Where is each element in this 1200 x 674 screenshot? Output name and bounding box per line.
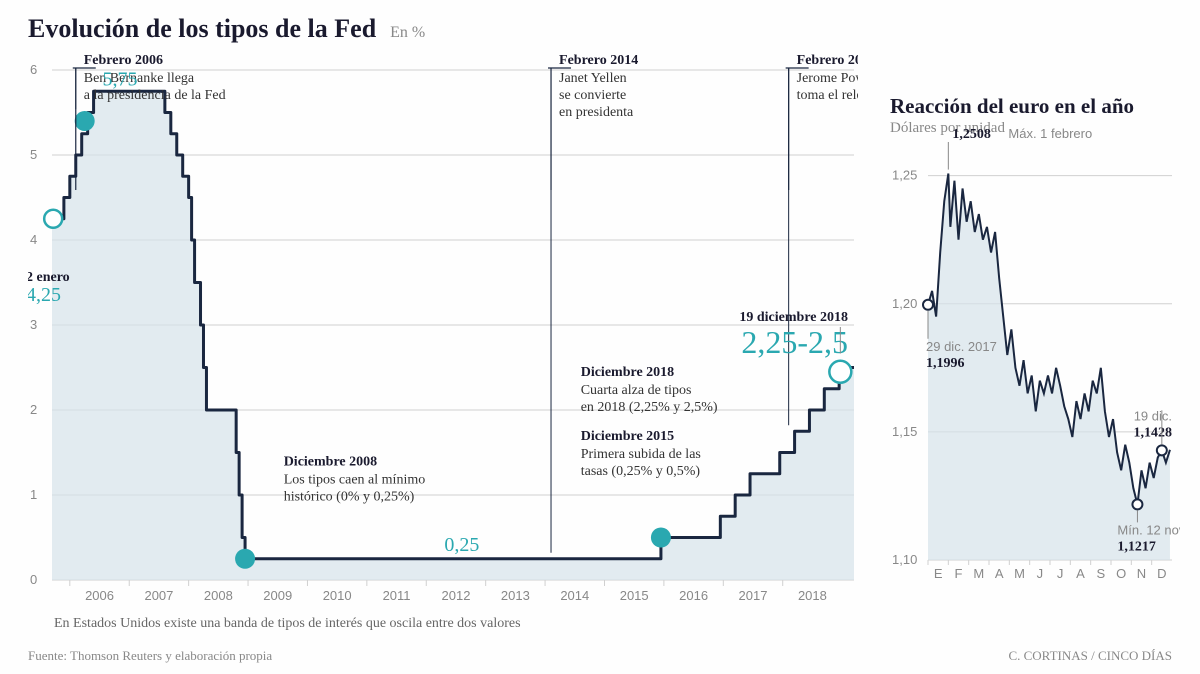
svg-text:2007: 2007 (144, 588, 173, 603)
svg-text:1,2508: 1,2508 (952, 127, 991, 142)
svg-text:2014: 2014 (560, 588, 589, 603)
svg-text:6: 6 (30, 62, 37, 77)
svg-text:Los tipos caen al mínimo: Los tipos caen al mínimo (284, 472, 426, 487)
svg-text:2017: 2017 (739, 588, 768, 603)
svg-text:Febrero 2014: Febrero 2014 (559, 53, 638, 68)
svg-text:5: 5 (30, 147, 37, 162)
svg-text:Mín. 12 nov.: Mín. 12 nov. (1117, 522, 1180, 537)
source-text: Fuente: Thomson Reuters y elaboración pr… (28, 648, 272, 664)
svg-text:1,1428: 1,1428 (1134, 425, 1173, 440)
svg-text:1,1996: 1,1996 (926, 356, 965, 371)
svg-text:S: S (1096, 566, 1105, 581)
svg-text:1: 1 (30, 487, 37, 502)
svg-text:Cuarta alza de tipos: Cuarta alza de tipos (581, 383, 692, 398)
svg-text:Primera subida de las: Primera subida de las (581, 447, 701, 462)
svg-text:O: O (1116, 566, 1126, 581)
svg-text:1,25: 1,25 (892, 168, 917, 183)
svg-text:5,75: 5,75 (102, 68, 137, 90)
svg-text:E: E (934, 566, 943, 581)
svg-text:M: M (1014, 566, 1025, 581)
svg-text:2013: 2013 (501, 588, 530, 603)
svg-text:4,25: 4,25 (28, 284, 61, 306)
fed-rates-chart: 0 1 2 3 4 5 6 2006 2007 2008 2009 2010 2011 2012 2013 2… (28, 50, 858, 610)
svg-text:J: J (1057, 566, 1064, 581)
svg-text:toma el relevo: toma el relevo (797, 88, 858, 103)
svg-text:Janet Yellen: Janet Yellen (559, 71, 627, 86)
footnote: En Estados Unidos existe una banda de ti… (54, 616, 521, 632)
page-title: Evolución de los tipos de la Fed (28, 14, 376, 43)
page-subtitle: En % (390, 24, 425, 41)
svg-text:D: D (1157, 566, 1166, 581)
svg-text:0: 0 (30, 572, 37, 587)
svg-text:3: 3 (30, 317, 37, 332)
svg-text:1,10: 1,10 (892, 552, 917, 567)
svg-text:2018: 2018 (798, 588, 827, 603)
svg-text:Ben Bernanke llega: Ben Bernanke llega (84, 71, 195, 86)
svg-text:2010: 2010 (323, 588, 352, 603)
svg-text:2009: 2009 (263, 588, 292, 603)
svg-text:2012: 2012 (442, 588, 471, 603)
svg-text:M: M (973, 566, 984, 581)
credit-text: C. CORTINAS / CINCO DÍAS (1008, 648, 1172, 664)
svg-text:2011: 2011 (383, 588, 411, 603)
svg-text:tasas (0,25% y 0,5%): tasas (0,25% y 0,5%) (581, 464, 701, 479)
svg-text:Febrero 2006: Febrero 2006 (84, 53, 163, 68)
svg-text:se convierte: se convierte (559, 88, 626, 103)
svg-text:0,25: 0,25 (444, 534, 479, 556)
svg-text:2008: 2008 (204, 588, 233, 603)
svg-text:Diciembre 2008: Diciembre 2008 (284, 454, 377, 469)
svg-text:1,15: 1,15 (892, 424, 917, 439)
svg-text:a la presidencia de la Fed: a la presidencia de la Fed (84, 88, 226, 103)
svg-text:2006: 2006 (85, 588, 114, 603)
svg-text:2: 2 (30, 402, 37, 417)
svg-text:2,25-2,5: 2,25-2,5 (741, 324, 848, 360)
svg-text:2016: 2016 (679, 588, 708, 603)
svg-text:A: A (1076, 566, 1085, 581)
svg-text:N: N (1137, 566, 1146, 581)
svg-text:histórico (0% y 0,25%): histórico (0% y 0,25%) (284, 489, 415, 504)
svg-text:A: A (995, 566, 1004, 581)
svg-text:4: 4 (30, 232, 37, 247)
svg-text:Febrero 2018: Febrero 2018 (797, 53, 858, 68)
svg-text:Jerome Powell: Jerome Powell (797, 71, 858, 86)
svg-text:J: J (1037, 566, 1044, 581)
svg-text:Diciembre 2015: Diciembre 2015 (581, 429, 674, 444)
svg-text:Máx. 1 febrero: Máx. 1 febrero (1008, 126, 1092, 141)
svg-text:19 dic.: 19 dic. (1134, 408, 1172, 423)
svg-text:Diciembre 2018: Diciembre 2018 (581, 365, 674, 380)
svg-text:2 enero: 2 enero (28, 270, 70, 285)
svg-text:1,20: 1,20 (892, 296, 917, 311)
euro-chart: 1,101,151,201,25EFMAMJJASOND1,2508Máx. 1… (890, 90, 1180, 610)
svg-text:1,1217: 1,1217 (1117, 539, 1156, 554)
svg-text:F: F (955, 566, 963, 581)
svg-text:29 dic. 2017: 29 dic. 2017 (926, 339, 997, 354)
svg-text:19 diciembre 2018: 19 diciembre 2018 (739, 310, 848, 325)
svg-text:2015: 2015 (620, 588, 649, 603)
svg-text:en 2018 (2,25% y 2,5%): en 2018 (2,25% y 2,5%) (581, 400, 718, 415)
svg-text:en presidenta: en presidenta (559, 105, 634, 120)
